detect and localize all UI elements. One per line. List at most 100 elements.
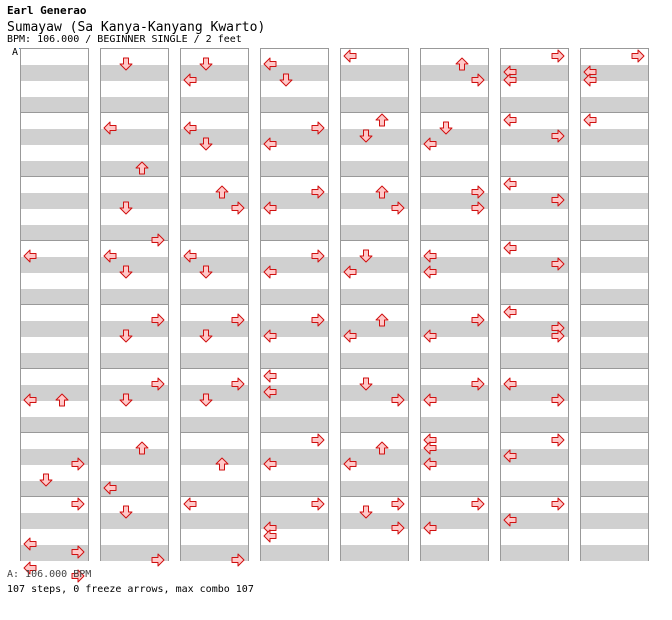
step-arrow-left-icon bbox=[183, 73, 197, 87]
beat-band bbox=[261, 257, 328, 273]
chart-column bbox=[260, 48, 329, 561]
beat-band bbox=[21, 513, 88, 529]
step-arrow-left-icon bbox=[423, 441, 437, 455]
beat-band bbox=[421, 193, 488, 209]
beat-band bbox=[581, 513, 648, 529]
measure bbox=[580, 176, 649, 241]
beat-band bbox=[181, 353, 248, 369]
beat-band bbox=[181, 257, 248, 273]
step-arrow-right-icon bbox=[391, 201, 405, 215]
step-arrow-right-icon bbox=[71, 545, 85, 559]
beat-band bbox=[421, 513, 488, 529]
beat-band bbox=[261, 449, 328, 465]
measure bbox=[580, 496, 649, 561]
measure bbox=[260, 304, 329, 369]
step-arrow-right-icon bbox=[471, 497, 485, 511]
beat-band bbox=[181, 321, 248, 337]
beat-band bbox=[501, 481, 568, 497]
step-arrow-left-icon bbox=[503, 377, 517, 391]
beat-band bbox=[421, 257, 488, 273]
beat-band bbox=[101, 97, 168, 113]
beat-band bbox=[501, 385, 568, 401]
measure bbox=[260, 240, 329, 305]
beat-band bbox=[581, 257, 648, 273]
step-arrow-right-icon bbox=[551, 393, 565, 407]
step-arrow-up-icon bbox=[135, 441, 149, 455]
beat-band bbox=[21, 481, 88, 497]
step-arrow-up-icon bbox=[135, 161, 149, 175]
beat-band bbox=[181, 417, 248, 433]
step-arrow-right-icon bbox=[551, 129, 565, 143]
measure bbox=[180, 240, 249, 305]
beat-band bbox=[21, 225, 88, 241]
step-arrow-left-icon bbox=[503, 513, 517, 527]
beat-band bbox=[421, 417, 488, 433]
measure bbox=[20, 432, 89, 497]
beat-band bbox=[581, 193, 648, 209]
step-arrow-left-icon bbox=[183, 121, 197, 135]
step-arrow-left-icon bbox=[503, 113, 517, 127]
step-arrow-right-icon bbox=[391, 393, 405, 407]
footer-bpm-line: A: 106.000 BPM bbox=[7, 569, 92, 580]
step-arrow-right-icon bbox=[551, 329, 565, 343]
step-arrow-up-icon bbox=[375, 313, 389, 327]
beat-band bbox=[421, 289, 488, 305]
step-arrow-right-icon bbox=[471, 185, 485, 199]
step-arrow-right-icon bbox=[231, 553, 245, 567]
beat-band bbox=[421, 65, 488, 81]
beat-band bbox=[181, 97, 248, 113]
chart-column bbox=[100, 48, 169, 567]
beat-band bbox=[581, 353, 648, 369]
step-arrow-down-icon bbox=[199, 57, 213, 71]
step-arrow-right-icon bbox=[151, 313, 165, 327]
beat-band bbox=[341, 353, 408, 369]
measure bbox=[420, 368, 489, 433]
measure bbox=[580, 240, 649, 305]
step-arrow-left-icon bbox=[503, 449, 517, 463]
step-arrow-down-icon bbox=[359, 377, 373, 391]
step-arrow-left-icon bbox=[423, 249, 437, 263]
beat-band bbox=[181, 449, 248, 465]
beat-band bbox=[341, 257, 408, 273]
step-arrow-left-icon bbox=[503, 305, 517, 319]
step-arrow-left-icon bbox=[103, 249, 117, 263]
beat-band bbox=[261, 481, 328, 497]
step-arrow-left-icon bbox=[23, 561, 37, 575]
measure bbox=[20, 176, 89, 241]
step-arrow-left-icon bbox=[503, 177, 517, 191]
bpm-marker: A bbox=[12, 47, 19, 58]
measure bbox=[500, 432, 569, 497]
step-arrow-left-icon bbox=[423, 137, 437, 151]
step-arrow-right-icon bbox=[471, 201, 485, 215]
step-arrow-left-icon bbox=[183, 497, 197, 511]
beat-band bbox=[501, 321, 568, 337]
step-arrow-left-icon bbox=[263, 329, 277, 343]
measure bbox=[260, 368, 329, 433]
step-arrow-left-icon bbox=[263, 457, 277, 471]
step-arrow-left-icon bbox=[583, 73, 597, 87]
measure bbox=[180, 176, 249, 241]
step-arrow-down-icon bbox=[119, 329, 133, 343]
song-title: Sumayaw (Sa Kanya-Kanyang Kwarto) bbox=[7, 20, 266, 35]
measure bbox=[260, 48, 329, 113]
step-arrow-right-icon bbox=[71, 457, 85, 471]
beat-band bbox=[341, 385, 408, 401]
beat-band bbox=[421, 353, 488, 369]
step-arrow-down-icon bbox=[199, 393, 213, 407]
step-arrow-down-icon bbox=[199, 265, 213, 279]
measure bbox=[500, 112, 569, 177]
beat-band bbox=[21, 545, 88, 561]
beat-band bbox=[261, 65, 328, 81]
step-arrow-right-icon bbox=[551, 257, 565, 271]
beat-band bbox=[581, 481, 648, 497]
step-arrow-down-icon bbox=[359, 505, 373, 519]
beat-band bbox=[181, 481, 248, 497]
step-arrow-up-icon bbox=[375, 185, 389, 199]
step-arrow-left-icon bbox=[503, 73, 517, 87]
step-arrow-down-icon bbox=[359, 129, 373, 143]
beat-band bbox=[341, 481, 408, 497]
step-arrow-down-icon bbox=[199, 329, 213, 343]
step-arrow-left-icon bbox=[503, 241, 517, 255]
step-arrow-up-icon bbox=[55, 393, 69, 407]
beat-band bbox=[581, 385, 648, 401]
